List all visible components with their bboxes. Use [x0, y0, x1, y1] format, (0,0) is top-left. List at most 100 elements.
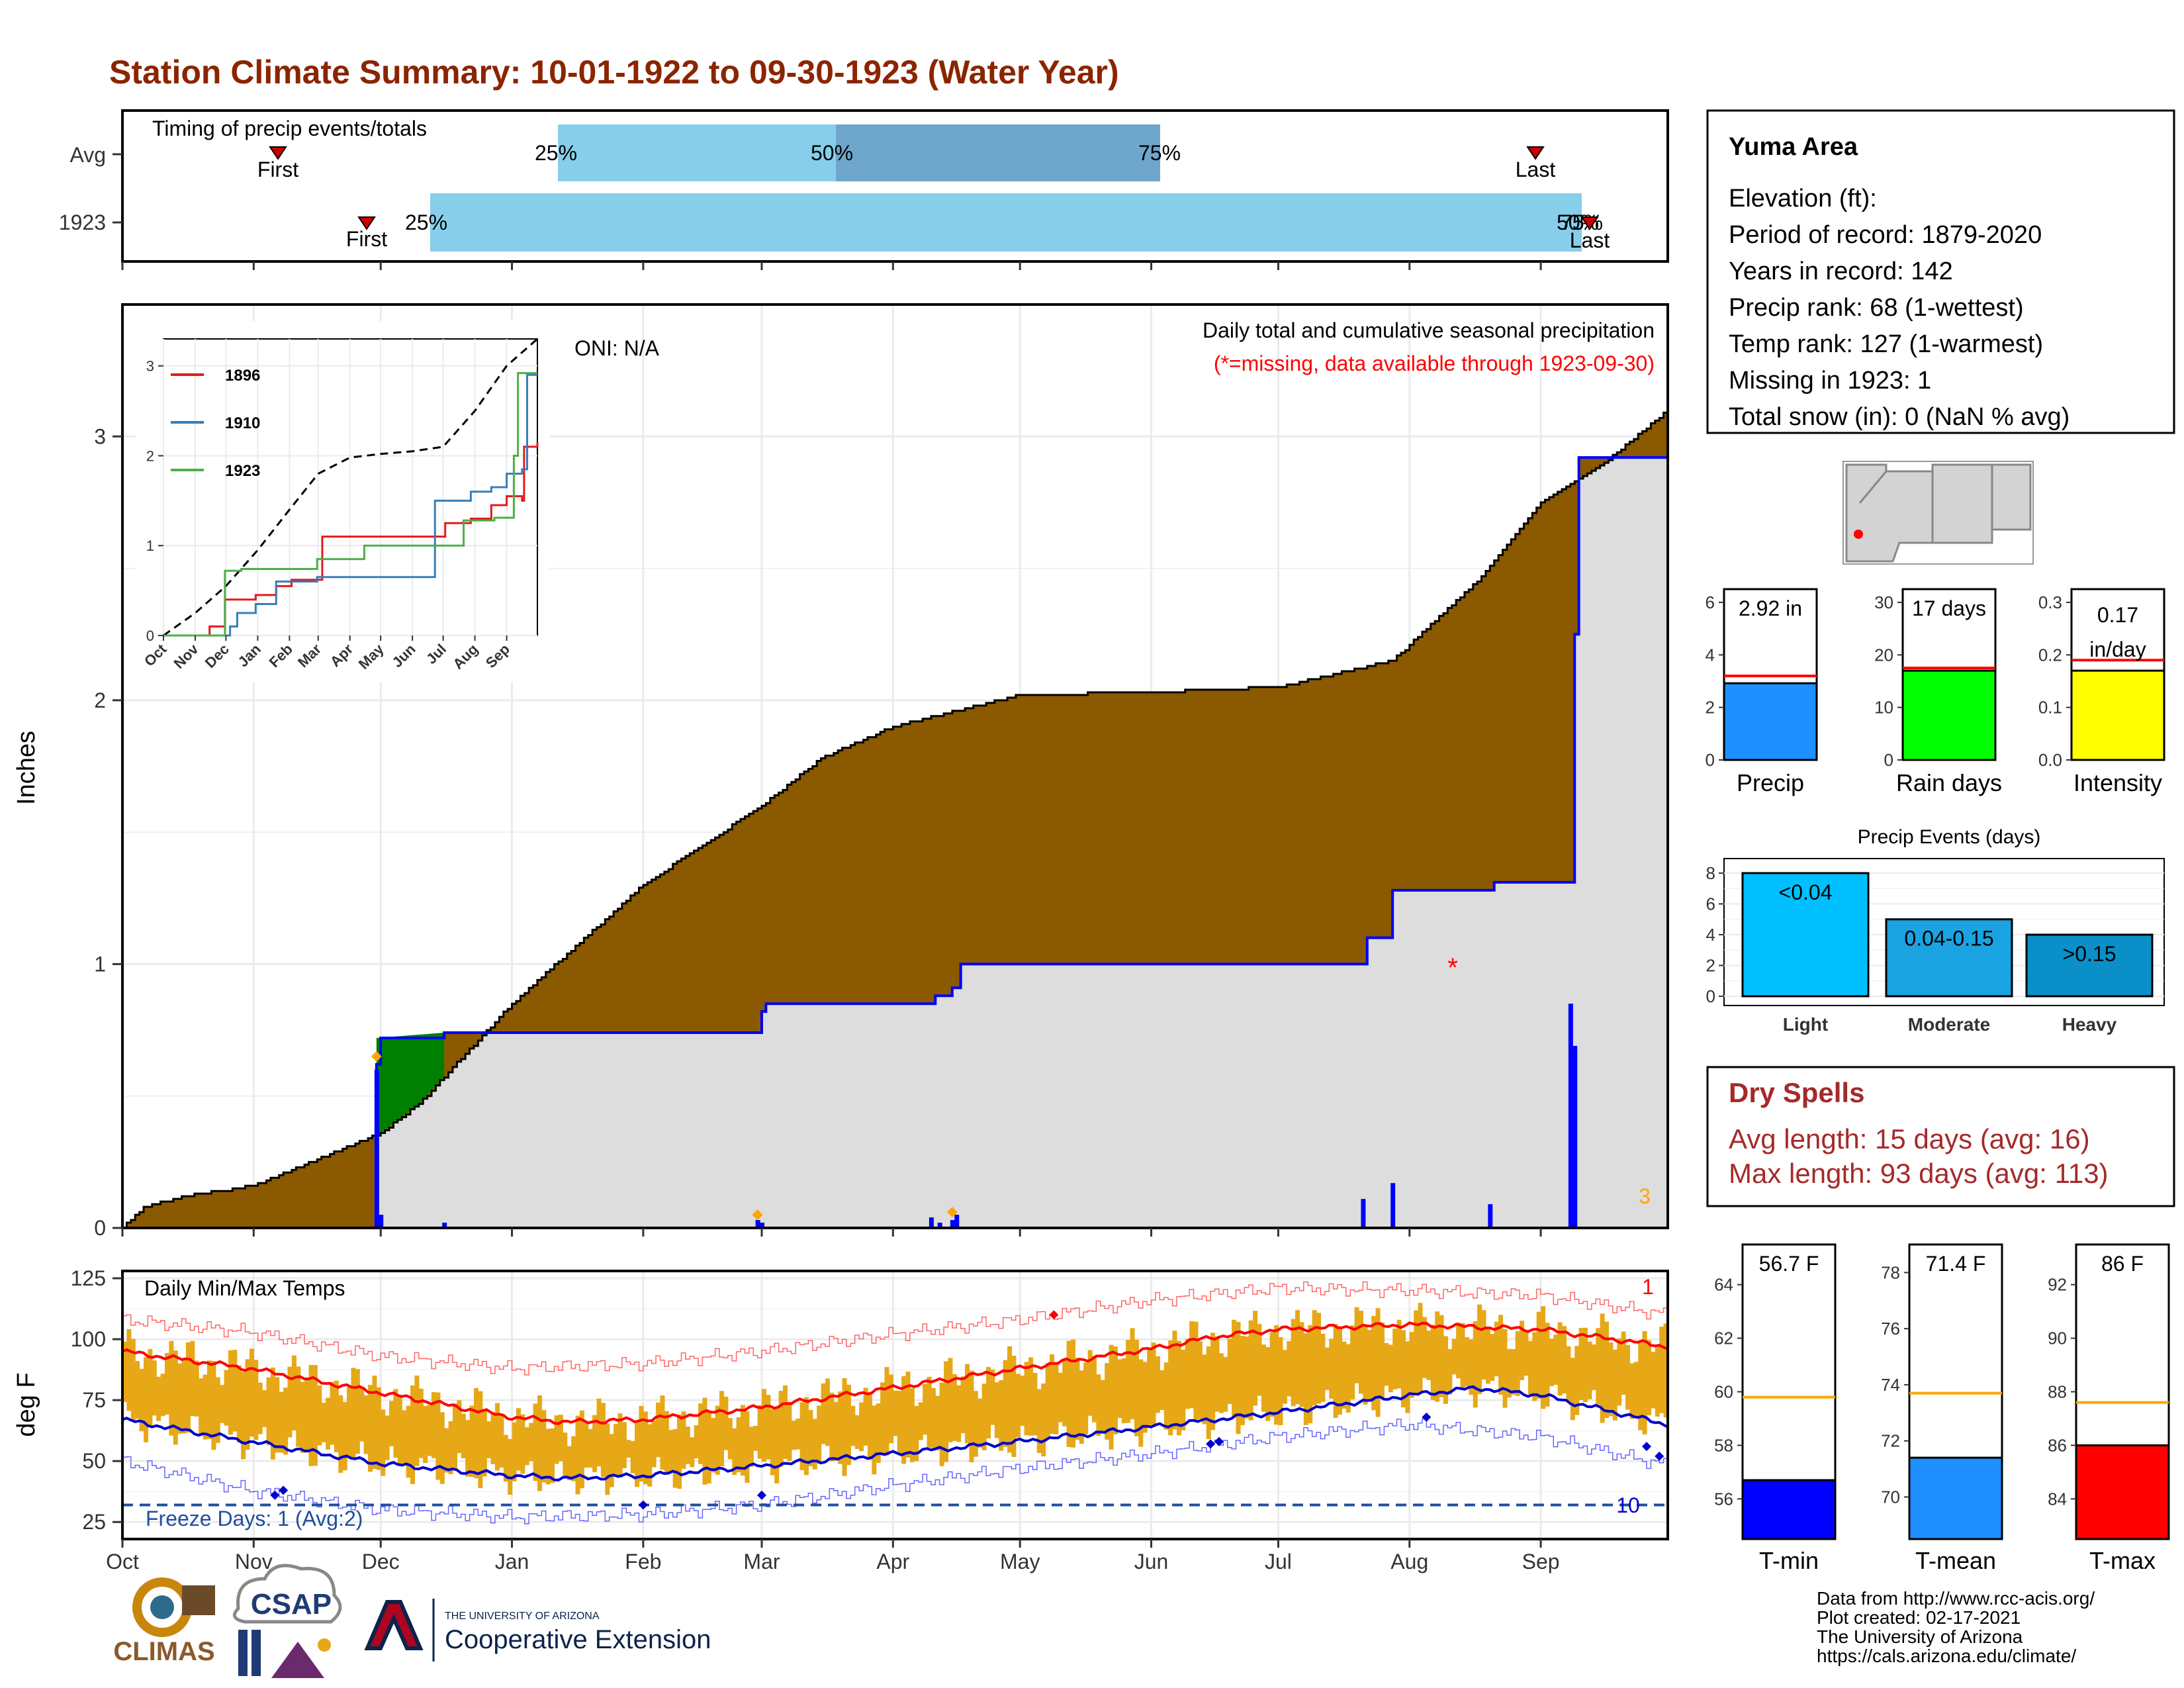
daily-temp-bar: [537, 1395, 542, 1491]
daily-temp-bar: [571, 1436, 576, 1481]
record-max-line: [122, 1281, 1668, 1376]
daily-temp-bar: [969, 1370, 974, 1462]
daily-temp-bar: [1113, 1346, 1118, 1434]
daily-temp-bar: [1274, 1325, 1279, 1425]
dry-spells-title: Dry Spells: [1729, 1077, 1864, 1108]
inset-legend-1910: 1910: [225, 414, 260, 432]
daily-temp-bar: [253, 1360, 259, 1440]
temp-summary-ytick-label: 92: [2048, 1275, 2067, 1295]
daily-temp-bar: [1320, 1333, 1326, 1402]
daily-temp-bar: [965, 1364, 970, 1444]
daily-temp-bar: [372, 1376, 377, 1469]
daily-temp-bar: [1426, 1331, 1432, 1380]
daily-temp-bar: [1324, 1347, 1330, 1390]
daily-temp-bar: [1308, 1325, 1313, 1424]
daily-temp-bar: [1138, 1359, 1144, 1447]
daily-temp-bar: [821, 1383, 826, 1444]
daily-temp-bar: [596, 1398, 602, 1467]
event-bar-label: Heavy: [2062, 1014, 2117, 1035]
low-temp-marker: [1206, 1439, 1216, 1449]
daily-temp-bar: [1511, 1349, 1516, 1395]
daily-temp-bar: [414, 1376, 420, 1466]
daily-temp-bar: [753, 1425, 758, 1451]
daily-precip-bar: [1568, 1004, 1573, 1228]
daily-temp-bar: [867, 1391, 872, 1460]
credit-1: Plot created: 02-17-2021: [1817, 1607, 2021, 1628]
daily-temp-bar: [863, 1387, 868, 1446]
timing-1923-bar: [430, 193, 1582, 252]
daily-temp-bar: [249, 1348, 254, 1437]
daily-temp-bar: [190, 1340, 195, 1417]
daily-temp-bar: [846, 1384, 851, 1466]
daily-temp-bar: [1282, 1350, 1287, 1404]
daily-temp-bar: [308, 1364, 314, 1466]
daily-temp-bar: [206, 1360, 212, 1439]
timing-1923-first: First: [346, 227, 387, 251]
low-temp-marker: [638, 1500, 648, 1510]
daily-temp-bar: [893, 1390, 898, 1436]
daily-temp-bar: [1117, 1359, 1122, 1419]
daily-temp-bar: [291, 1355, 296, 1430]
events-ytick-label: 6: [1706, 894, 1715, 914]
daily-temp-bar: [609, 1434, 614, 1487]
daily-temp-bar: [1418, 1303, 1423, 1393]
daily-temp-bar: [1028, 1357, 1034, 1436]
daily-temp-bar: [1566, 1346, 1571, 1401]
summary-value-text: 17 days: [1912, 596, 1986, 620]
daily-temp-bar: [1126, 1340, 1131, 1423]
daily-temp-bar: [236, 1365, 242, 1443]
daily-temp-bar: [563, 1432, 568, 1478]
daily-temp-bar: [1527, 1340, 1533, 1395]
daily-temp-bar: [617, 1413, 623, 1478]
daily-temp-bar: [918, 1402, 923, 1440]
temp-bar-value: [2075, 1444, 2170, 1540]
daily-temp-bar: [363, 1395, 369, 1454]
daily-temp-bar: [647, 1424, 653, 1487]
temp-summary-value-text: 56.7 F: [1759, 1252, 1819, 1276]
daily-temp-bar: [1617, 1338, 1622, 1406]
daily-temp-bar: [745, 1411, 750, 1483]
daily-temp-bar: [1269, 1332, 1275, 1417]
daily-temp-bar: [126, 1329, 132, 1411]
daily-temp-bar: [1342, 1341, 1347, 1409]
daily-temp-bar: [545, 1429, 551, 1485]
daily-temp-bar: [812, 1419, 817, 1470]
temp-summary-ytick-label: 64: [1714, 1275, 1733, 1295]
inset-1910-line: [163, 373, 537, 637]
event-bar-label: Light: [1783, 1014, 1828, 1035]
daily-temp-bar: [211, 1360, 216, 1450]
daily-temp-bar: [257, 1382, 263, 1434]
summary-label: Precip: [1737, 769, 1804, 796]
summary-label: Intensity: [2073, 769, 2162, 796]
temp-summary-value-text: 71.4 F: [1926, 1252, 1986, 1276]
daily-temp-bar: [1435, 1311, 1440, 1402]
daily-temp-bar: [1384, 1342, 1389, 1386]
daily-temp-bar: [888, 1374, 893, 1444]
daily-temp-bar: [905, 1371, 911, 1458]
daily-temp-bar: [1096, 1374, 1101, 1436]
daily-temp-bar: [605, 1423, 610, 1495]
inset-1896-line: [163, 442, 539, 637]
daily-temp-bar: [1075, 1358, 1080, 1440]
daily-precip-bar: [950, 1220, 955, 1228]
station-line-2: Years in record: 142: [1729, 258, 1953, 285]
temp-summary-ytick-label: 76: [1881, 1319, 1900, 1338]
daily-temp-bar: [1354, 1307, 1359, 1383]
timing-avg-last: Last: [1516, 158, 1556, 181]
daily-temp-bar: [1532, 1332, 1537, 1401]
events-ytick-label: 4: [1706, 925, 1715, 945]
summary-ytick-label: 0.3: [2038, 592, 2062, 612]
daily-temp-bar: [1062, 1360, 1068, 1427]
daily-temp-bar: [224, 1370, 229, 1426]
low-temp-marker: [1655, 1451, 1664, 1461]
daily-temp-bar: [664, 1411, 669, 1473]
record-count: 1: [1642, 1275, 1654, 1299]
daily-temp-bar: [220, 1385, 225, 1423]
daily-temp-bar: [1121, 1358, 1126, 1424]
temp-ytick-label: 125: [71, 1266, 106, 1290]
month-label: Nov: [235, 1550, 273, 1573]
daily-temp-bar: [872, 1405, 877, 1475]
timing-avg-first-marker: [269, 146, 287, 160]
precip-ytick-label: 0: [94, 1216, 106, 1240]
daily-temp-bar: [1147, 1348, 1152, 1427]
